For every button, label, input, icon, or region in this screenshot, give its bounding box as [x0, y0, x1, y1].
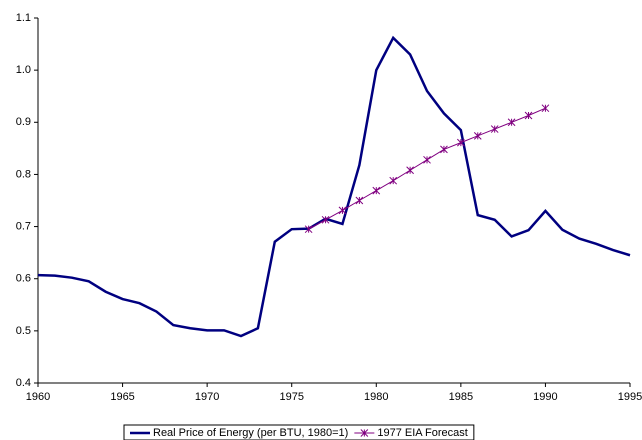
- data-point: [372, 186, 381, 195]
- data-point: [423, 155, 431, 164]
- data-point: [507, 118, 516, 127]
- data-point: [473, 131, 482, 140]
- x-tick-label: 1995: [618, 391, 642, 403]
- y-tick-label: 0.4: [16, 377, 31, 389]
- data-point: [304, 225, 313, 234]
- y-tick-label: 1.0: [16, 64, 31, 76]
- data-point: [406, 166, 414, 175]
- y-tick-label: 1.1: [16, 12, 31, 24]
- legend-label: 1977 EIA Forecast: [377, 427, 468, 439]
- data-point: [338, 206, 347, 215]
- x-tick-label: 1960: [26, 391, 50, 403]
- data-point: [321, 215, 330, 224]
- series-line: [308, 107, 546, 230]
- y-tick-label: 0.5: [16, 325, 31, 337]
- legend-marker: [360, 429, 369, 437]
- x-tick-label: 1975: [279, 391, 303, 403]
- legend-box: [123, 424, 475, 440]
- data-point: [440, 145, 448, 154]
- data-point: [457, 138, 465, 147]
- x-tick-label: 1990: [533, 391, 557, 403]
- data-point: [524, 111, 533, 120]
- y-tick-label: 0.9: [16, 116, 31, 128]
- data-point: [490, 125, 499, 133]
- data-point: [541, 104, 550, 113]
- series-line: [37, 35, 631, 338]
- x-tick-label: 1985: [449, 391, 473, 403]
- data-point: [389, 176, 398, 185]
- y-tick-label: 0.8: [16, 168, 31, 180]
- x-tick-label: 1965: [110, 391, 134, 403]
- x-tick-label: 1980: [364, 391, 388, 403]
- legend-label: Real Price of Energy (per BTU, 1980=1): [153, 427, 348, 439]
- y-tick-label: 0.7: [16, 220, 31, 232]
- x-tick-label: 1970: [195, 391, 219, 403]
- y-tick-label: 0.6: [16, 273, 31, 285]
- data-point: [355, 196, 364, 205]
